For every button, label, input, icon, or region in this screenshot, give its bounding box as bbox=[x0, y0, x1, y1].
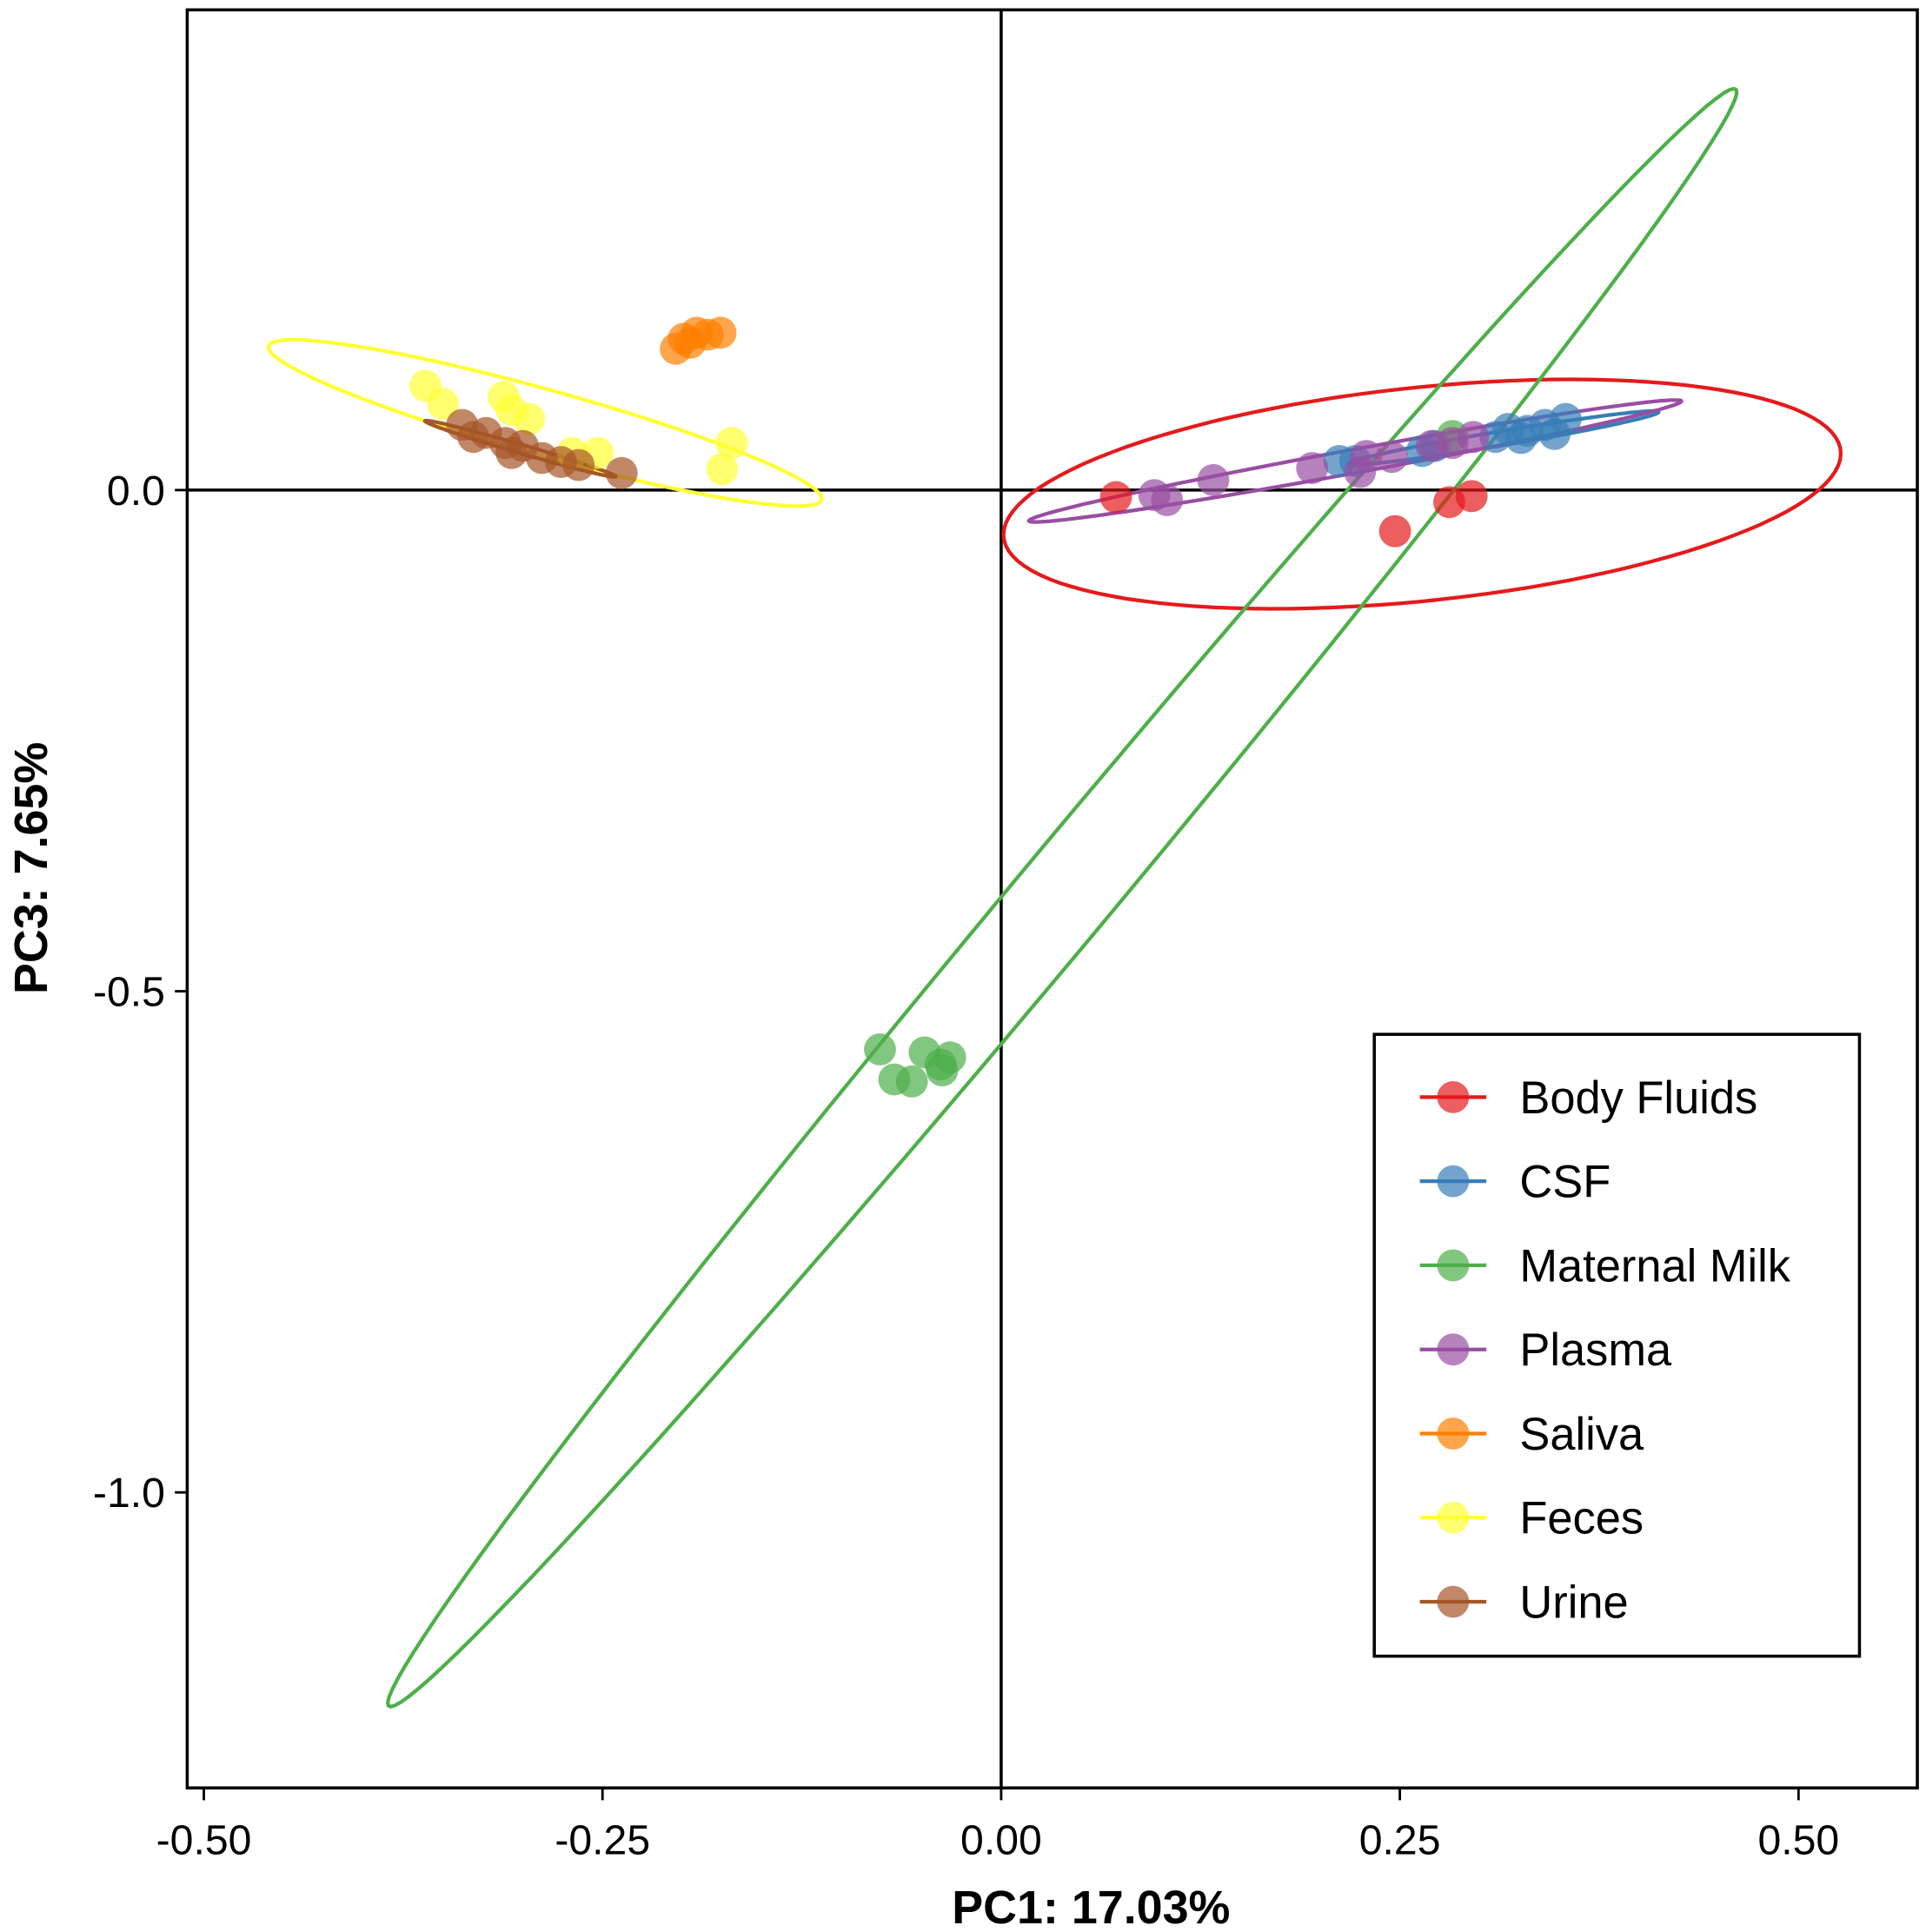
point-urine bbox=[457, 421, 490, 454]
x-tick-label: -0.50 bbox=[156, 1817, 252, 1864]
legend-label-feces: Feces bbox=[1519, 1494, 1644, 1544]
y-axis-title: PC3: 7.65% bbox=[5, 742, 57, 994]
legend-marker-urine bbox=[1437, 1585, 1470, 1618]
x-tick-label: -0.25 bbox=[555, 1817, 650, 1864]
point-csf bbox=[1550, 402, 1582, 435]
y-tick-label: -0.5 bbox=[93, 969, 165, 1016]
point-plasma bbox=[1457, 421, 1490, 454]
legend-marker-body-fluids bbox=[1437, 1080, 1470, 1113]
x-tick-label: 0.50 bbox=[1757, 1817, 1839, 1864]
x-tick-label: 0.25 bbox=[1359, 1817, 1441, 1864]
legend-marker-plasma bbox=[1437, 1333, 1470, 1366]
point-urine bbox=[495, 436, 528, 469]
point-feces bbox=[427, 388, 460, 421]
legend-label-maternal-milk: Maternal Milk bbox=[1519, 1241, 1790, 1291]
point-feces bbox=[715, 427, 748, 460]
point-plasma bbox=[1197, 463, 1230, 496]
point-csf bbox=[1504, 422, 1537, 455]
point-saliva bbox=[704, 316, 737, 349]
point-feces bbox=[513, 402, 546, 435]
legend-label-plasma: Plasma bbox=[1519, 1325, 1672, 1376]
legend-marker-saliva bbox=[1437, 1417, 1470, 1450]
point-body-fluids bbox=[1455, 480, 1488, 513]
point-body-fluids bbox=[1378, 515, 1411, 548]
y-tick-label: 0.0 bbox=[107, 468, 165, 515]
point-maternal-milk bbox=[895, 1065, 928, 1098]
point-body-fluids bbox=[1099, 481, 1132, 514]
point-urine bbox=[605, 456, 638, 489]
point-plasma bbox=[1151, 484, 1184, 516]
point-maternal-milk bbox=[926, 1054, 959, 1087]
legend-marker-csf bbox=[1437, 1165, 1470, 1198]
legend-label-body-fluids: Body Fluids bbox=[1519, 1073, 1757, 1124]
confidence-ellipse-feces bbox=[266, 337, 824, 508]
point-urine bbox=[562, 448, 595, 481]
y-tick-label: -1.0 bbox=[93, 1470, 165, 1517]
legend-marker-maternal-milk bbox=[1437, 1249, 1470, 1282]
legend: Body Fluids CSF Maternal Milk Plasma Saliva F… bbox=[1372, 1032, 1862, 1658]
legend-label-csf: CSF bbox=[1519, 1158, 1611, 1208]
confidence-ellipse-body-fluids bbox=[1001, 377, 1843, 611]
x-tick-label: 0.00 bbox=[960, 1817, 1042, 1864]
point-plasma bbox=[1350, 440, 1383, 473]
point-plasma bbox=[1376, 441, 1408, 474]
legend-label-saliva: Saliva bbox=[1519, 1410, 1644, 1460]
x-axis-title: PC1: 17.03% bbox=[952, 1882, 1230, 1932]
point-maternal-milk bbox=[864, 1033, 896, 1066]
point-saliva bbox=[674, 326, 707, 359]
legend-marker-feces bbox=[1437, 1501, 1470, 1534]
point-plasma bbox=[1296, 452, 1329, 484]
point-feces bbox=[706, 453, 739, 486]
legend-label-urine: Urine bbox=[1519, 1577, 1628, 1628]
